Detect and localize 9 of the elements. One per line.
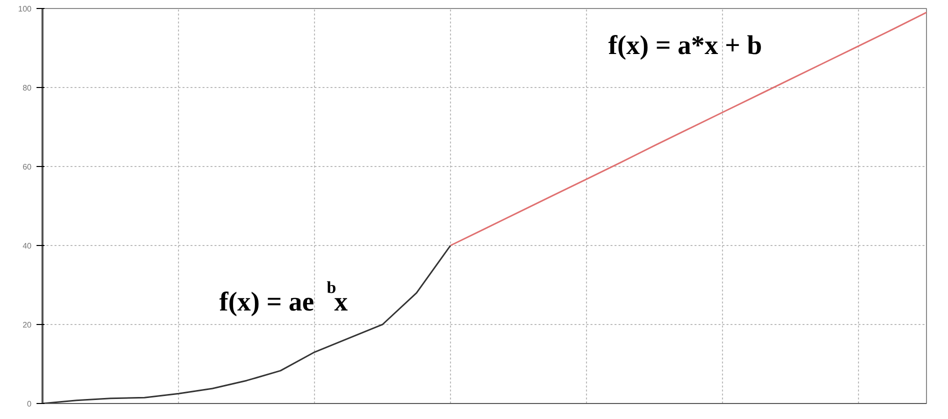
line-series	[42, 244, 452, 404]
y-tick-label: 0	[27, 400, 32, 408]
y-tick-label: 40	[22, 242, 32, 250]
line-series	[450, 12, 926, 246]
y-tick-label: 80	[22, 84, 32, 92]
y-tick-label: 20	[22, 320, 32, 330]
y-tick-label: 60	[22, 162, 32, 172]
y-tick-label: 100	[18, 4, 32, 14]
annotation: f(x) = a*x + b	[608, 30, 762, 60]
